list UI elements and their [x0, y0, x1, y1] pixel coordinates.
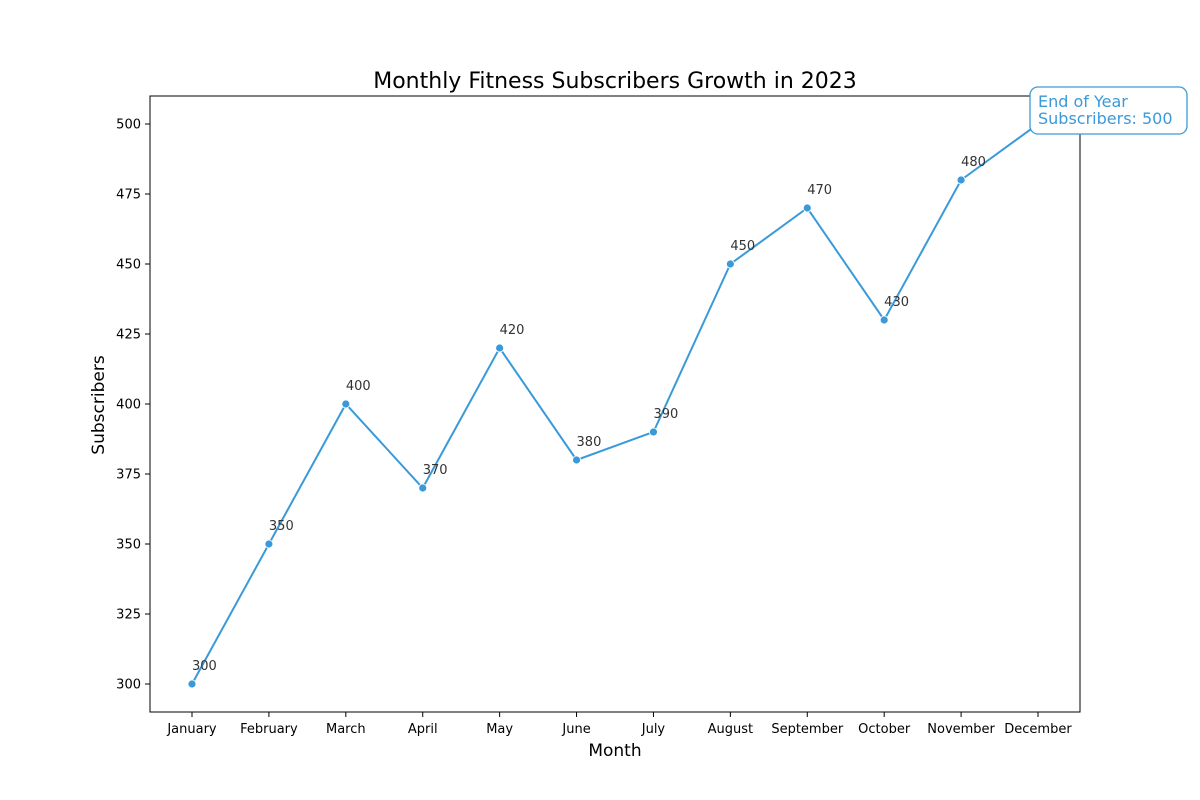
y-tick-label: 325 — [116, 608, 141, 623]
x-tick-label: August — [708, 722, 754, 737]
x-tick-label: February — [240, 722, 298, 737]
y-tick-label: 300 — [116, 678, 141, 693]
data-point — [418, 483, 428, 493]
data-label: 480 — [961, 155, 986, 170]
data-label: 420 — [500, 323, 525, 338]
annotation-line-1: End of Year — [1038, 92, 1128, 111]
annotation-box — [1029, 86, 1188, 135]
y-tick-label: 500 — [116, 118, 141, 133]
plot-frame — [149, 95, 1081, 713]
data-label: 350 — [269, 519, 294, 534]
y-tick-label: 400 — [116, 398, 141, 413]
data-label: 450 — [730, 239, 755, 254]
y-tick-label: 450 — [116, 258, 141, 273]
data-label: 470 — [807, 183, 832, 198]
data-label: 380 — [577, 435, 602, 450]
y-tick-label: 350 — [116, 538, 141, 553]
data-labels: 300350400370420380390450470430480500 — [192, 99, 1063, 674]
data-point — [725, 259, 735, 269]
annotation-line-2: Subscribers: 500 — [1038, 109, 1173, 128]
data-point — [572, 455, 581, 465]
data-points — [187, 119, 1043, 689]
data-point — [649, 427, 658, 437]
data-label: 370 — [423, 463, 448, 478]
data-point — [264, 539, 274, 549]
x-tick-label: June — [561, 722, 590, 737]
x-axis: January February March April May June July Augu… — [166, 712, 1072, 737]
end-of-year-annotation: End of Year Subscribers: 500 — [1029, 86, 1188, 135]
x-tick-label: May — [486, 722, 513, 737]
data-point — [495, 343, 505, 353]
series-line — [191, 123, 1039, 685]
data-label: 430 — [884, 295, 909, 310]
chart-title: Monthly Fitness Subscribers Growth in 20… — [373, 69, 857, 94]
y-tick-label: 375 — [116, 468, 141, 483]
data-point — [956, 175, 966, 185]
data-label: 390 — [653, 407, 678, 422]
x-tick-label: March — [326, 722, 366, 737]
data-label: 300 — [192, 659, 217, 674]
data-point — [341, 399, 351, 409]
y-axis: 300 325 350 375 400 425 450 475 500 — [116, 118, 150, 693]
x-axis-label: Month — [588, 741, 641, 761]
x-tick-label: January — [166, 722, 217, 737]
x-tick-label: November — [927, 722, 995, 737]
data-point — [187, 679, 197, 689]
x-tick-label: April — [408, 722, 438, 737]
y-tick-label: 425 — [116, 328, 141, 343]
y-tick-label: 475 — [116, 188, 141, 203]
data-label: 400 — [346, 379, 371, 394]
data-point — [879, 315, 889, 325]
y-axis-label: Subscribers — [89, 355, 109, 455]
x-tick-label: December — [1004, 722, 1072, 737]
data-point — [802, 203, 812, 213]
x-tick-label: October — [858, 722, 911, 737]
x-tick-label: July — [641, 722, 666, 737]
x-tick-label: September — [771, 722, 844, 737]
